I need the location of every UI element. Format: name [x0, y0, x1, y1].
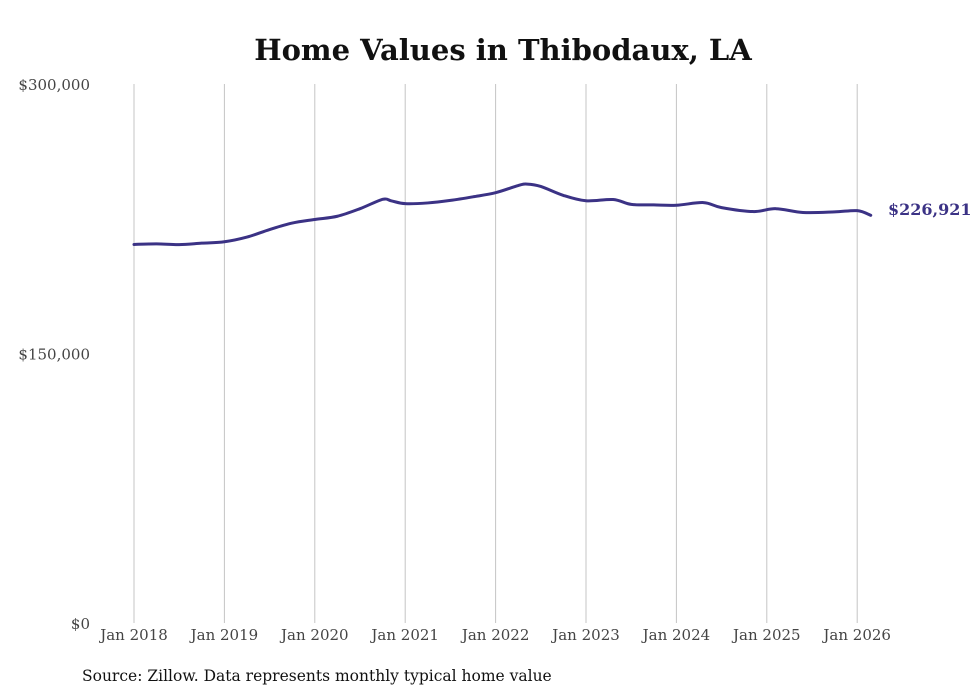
y-tick-label: $300,000	[18, 76, 90, 94]
x-tick-label: Jan 2026	[821, 626, 891, 644]
x-tick-label: Jan 2020	[279, 626, 349, 644]
series-lines	[132, 182, 873, 247]
y-tick-label: $150,000	[18, 346, 90, 364]
x-tick-label: Jan 2024	[641, 626, 711, 644]
vertical-gridlines	[133, 84, 858, 623]
source-note: Source: Zillow. Data represents monthly …	[82, 667, 552, 685]
x-tick-label: Jan 2021	[369, 626, 439, 644]
x-axis-ticks: Jan 2018 Jan 2019 Jan 2020 Jan 2021 Jan 2022…	[98, 626, 891, 644]
chart-title: Home Values in Thibodaux, LA	[254, 33, 752, 67]
y-axis-ticks: $0 $150,000 $300,000	[18, 76, 90, 633]
x-tick-label: Jan 2023	[550, 626, 620, 644]
x-tick-label: Jan 2018	[98, 626, 168, 644]
y-tick-label: $0	[71, 615, 90, 633]
x-tick-label: Jan 2022	[460, 626, 530, 644]
end-value-label: $226,921	[888, 200, 972, 219]
x-tick-label: Jan 2025	[731, 626, 801, 644]
series-line-0	[132, 182, 873, 247]
x-tick-label: Jan 2019	[189, 626, 259, 644]
